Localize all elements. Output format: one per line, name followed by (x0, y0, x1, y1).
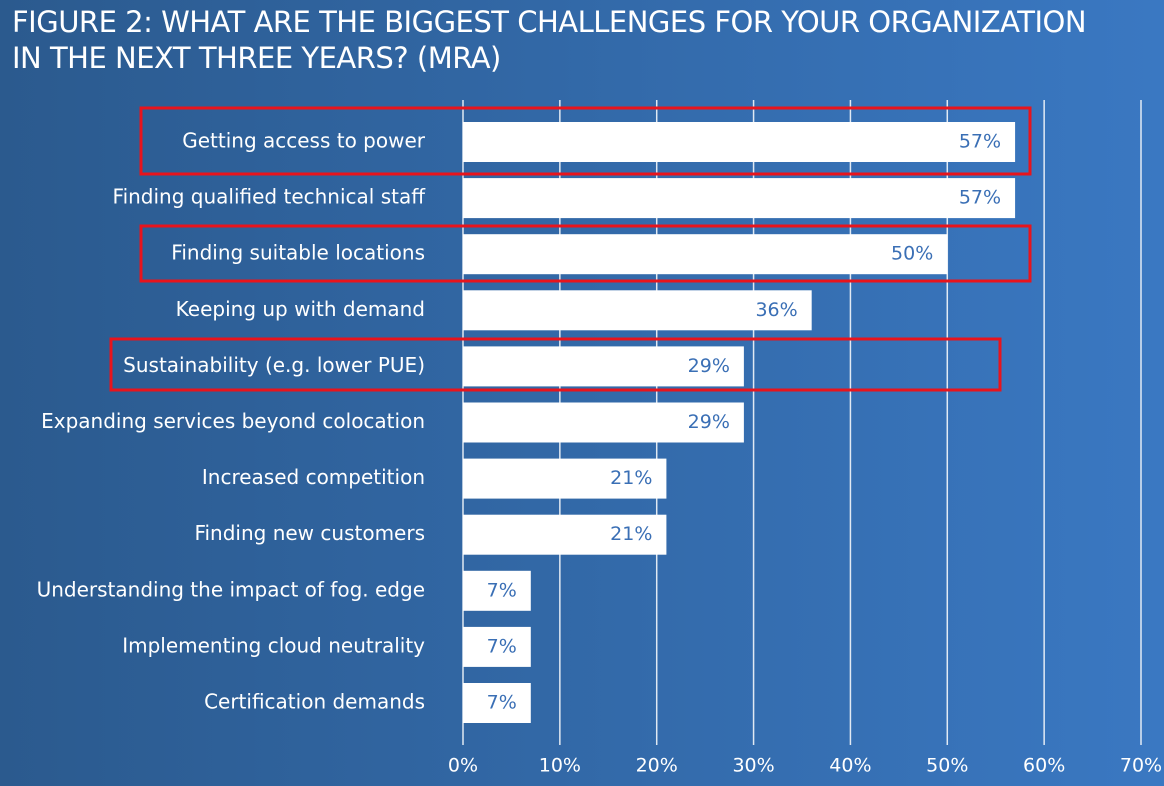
value-label: 57% (959, 187, 1001, 209)
value-label: 36% (755, 299, 797, 321)
bar (463, 626, 531, 667)
bar (463, 683, 531, 723)
x-tick-label: 40% (829, 755, 871, 777)
y-tick-label: Implementing cloud neutrality (122, 633, 425, 657)
highlights (109, 106, 1032, 392)
x-tick-label: 60% (1023, 755, 1065, 777)
chart-title: FIGURE 2: WHAT ARE THE BIGGEST CHALLENGE… (12, 5, 1086, 39)
value-label: 21% (610, 523, 652, 545)
plot: 0% 10% 20% 30% 40% 50% 60% 70% Getting access to… (37, 100, 1162, 777)
x-tick-label: 50% (926, 755, 968, 777)
y-tick-label: Finding new customers (194, 521, 425, 545)
y-tick-label: Getting access to power (182, 129, 426, 153)
x-tick-label: 30% (732, 755, 774, 777)
x-tick-label: 20% (636, 755, 678, 777)
bar (463, 514, 667, 555)
bar (463, 290, 812, 331)
bar (463, 570, 531, 611)
bar (463, 178, 1016, 219)
x-tick-label: 0% (448, 755, 478, 777)
highlight-box (139, 106, 1032, 176)
y-tick-label: Sustainability (e.g. lower PUE) (123, 353, 425, 377)
y-tick-label: Keeping up with demand (176, 297, 425, 321)
value-label: 7% (487, 635, 517, 657)
x-tick-label: 10% (539, 755, 581, 777)
y-tick-label: Finding qualified technical staff (113, 185, 427, 209)
value-label: 57% (959, 131, 1001, 153)
y-tick-label: Expanding services beyond colocation (41, 409, 425, 433)
value-label: 29% (688, 355, 730, 377)
y-tick-label: Increased competition (202, 465, 425, 489)
y-tick-label: Finding suitable locations (171, 241, 425, 265)
bar (463, 122, 1016, 162)
chart-title: IN THE NEXT THREE YEARS? (MRA) (12, 41, 501, 75)
bar (463, 402, 744, 443)
bar (463, 346, 744, 387)
value-label: 7% (487, 692, 517, 714)
bar (463, 458, 667, 499)
value-label: 7% (487, 579, 517, 601)
value-label: 21% (610, 467, 652, 489)
highlight-box (109, 337, 1002, 392)
y-tick-label: Certification demands (204, 690, 425, 714)
highlight-box (139, 224, 1032, 283)
bar (463, 234, 948, 275)
value-label: 50% (891, 243, 933, 265)
x-tick-label: 70% (1120, 755, 1162, 777)
value-label: 29% (688, 411, 730, 433)
y-tick-label: Understanding the impact of fog. edge (37, 577, 425, 601)
